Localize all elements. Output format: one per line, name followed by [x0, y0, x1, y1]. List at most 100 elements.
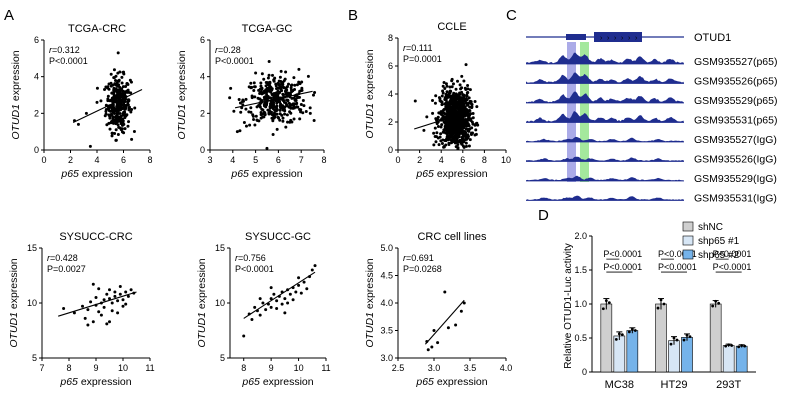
data-point	[463, 86, 467, 90]
data-point	[277, 82, 281, 86]
plot-title: TCGA-CRC	[68, 23, 126, 35]
data-point	[275, 112, 279, 116]
plot-title: TCGA-GC	[242, 23, 293, 35]
x-tick-label: 5	[253, 155, 258, 165]
data-point	[278, 75, 282, 79]
data-point	[258, 297, 262, 301]
data-point	[454, 126, 458, 130]
bar-shp652	[626, 330, 639, 373]
data-point	[122, 122, 126, 126]
data-point	[133, 106, 137, 110]
data-point	[467, 116, 471, 120]
data-point	[271, 132, 275, 136]
x-tick-label: 11	[321, 363, 330, 373]
replicate-point	[688, 335, 692, 339]
plot-title: CCLE	[437, 21, 466, 33]
data-point	[442, 144, 446, 148]
y-axis-label-gene: OTUD1	[8, 312, 20, 348]
data-point	[252, 81, 256, 85]
data-point	[456, 106, 460, 110]
data-point	[238, 101, 242, 105]
data-point	[288, 120, 292, 124]
data-point	[447, 123, 451, 127]
x-tick-label: 9	[269, 363, 274, 373]
y-tick-label: 6	[200, 35, 205, 45]
r-symbol: r	[215, 45, 219, 55]
track-label: GSM935527(IgG)	[694, 134, 777, 146]
plot-title: SYSUCC-CRC	[59, 231, 132, 243]
data-point	[286, 98, 290, 102]
x-axis-label-gene: p65	[60, 168, 79, 180]
x-tick-label: 6	[121, 155, 126, 165]
data-point	[437, 143, 441, 147]
replicate-point	[737, 345, 741, 349]
data-point	[278, 112, 282, 116]
y-axis-label-suffix: expression	[10, 50, 22, 104]
replicate-point	[730, 344, 734, 347]
data-point	[441, 114, 445, 118]
data-point	[105, 322, 109, 326]
data-point	[130, 137, 134, 141]
data-point	[466, 83, 470, 87]
data-point	[108, 116, 112, 120]
data-point	[462, 93, 466, 97]
data-point	[462, 129, 466, 133]
data-point	[129, 288, 133, 292]
data-point	[445, 130, 449, 134]
data-point	[299, 291, 303, 295]
data-point	[91, 282, 95, 286]
data-point	[452, 131, 456, 135]
x-tick-label: 3.0	[428, 363, 441, 373]
r-eq: =	[52, 45, 57, 55]
data-point	[262, 115, 266, 119]
y-tick-label: 5	[32, 353, 37, 363]
r-annotation: r=0.111	[403, 43, 432, 53]
panel-letter-c: C	[506, 7, 517, 24]
x-tick-label: 7	[39, 363, 44, 373]
x-tick-label: 8	[482, 155, 487, 165]
track-label: GSM935526(p65)	[694, 76, 777, 88]
data-point	[253, 95, 257, 99]
r-symbol: r	[49, 45, 53, 55]
track-label: GSM935527(p65)	[694, 56, 777, 68]
data-point	[109, 72, 113, 76]
data-point	[253, 123, 257, 127]
data-point	[443, 290, 447, 294]
data-point	[113, 111, 117, 115]
data-point	[282, 86, 286, 90]
data-point	[132, 130, 136, 134]
y-tick-label: 0	[388, 145, 393, 155]
data-point	[118, 85, 122, 89]
data-point	[432, 131, 436, 135]
data-point	[279, 106, 283, 110]
y-axis-label-gene: OTUD1	[10, 104, 22, 140]
signal-track-igg	[526, 136, 684, 142]
data-point	[440, 94, 444, 98]
data-point	[235, 130, 239, 134]
data-point	[263, 113, 267, 117]
data-point	[445, 84, 449, 88]
data-point	[121, 89, 125, 93]
replicate-point	[685, 333, 689, 337]
panel-letter-a: A	[4, 7, 14, 24]
data-point	[95, 100, 99, 104]
data-point	[310, 268, 314, 272]
data-point	[443, 87, 447, 91]
strand-arrow-icon: ›	[621, 35, 624, 42]
data-point	[455, 136, 459, 140]
y-tick-label: 1.0	[574, 299, 587, 309]
data-point	[475, 121, 479, 125]
data-point	[445, 103, 449, 107]
data-point	[281, 119, 285, 123]
fit-line	[234, 90, 313, 109]
data-point	[436, 125, 440, 129]
data-point	[445, 124, 449, 128]
data-point	[118, 292, 122, 296]
data-point	[450, 79, 454, 83]
data-point	[266, 108, 270, 112]
replicate-point	[601, 307, 605, 311]
r-value: 0.756	[243, 253, 266, 263]
y-axis-label: Relative OTUD1-Luc activity	[563, 243, 574, 369]
